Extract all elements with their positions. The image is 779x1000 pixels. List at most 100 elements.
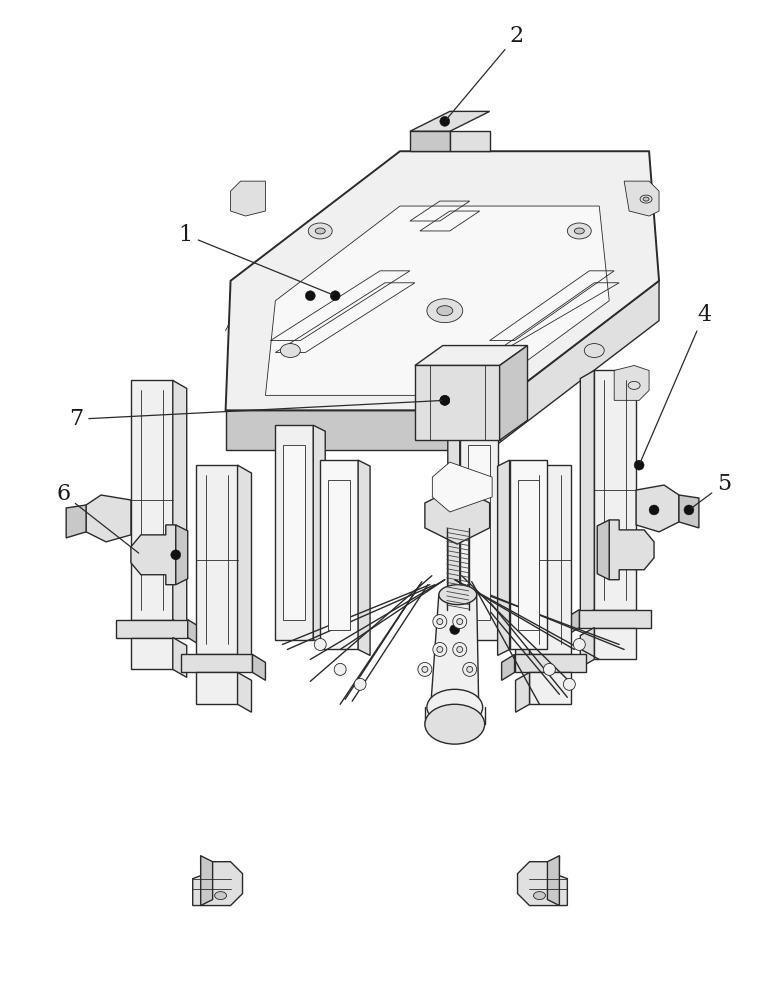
Polygon shape [328,480,350,630]
Circle shape [563,678,576,690]
Polygon shape [196,465,238,654]
Polygon shape [226,410,490,450]
Polygon shape [116,620,188,638]
Polygon shape [276,425,313,640]
Polygon shape [594,628,636,659]
Circle shape [422,666,428,672]
Polygon shape [517,480,540,630]
Polygon shape [448,425,460,645]
Circle shape [456,646,463,652]
Circle shape [456,619,463,625]
Circle shape [573,639,585,650]
Ellipse shape [427,299,463,323]
Polygon shape [502,654,515,680]
Polygon shape [173,380,187,628]
Polygon shape [594,370,636,610]
Polygon shape [410,111,490,131]
Polygon shape [173,638,187,677]
Polygon shape [252,654,266,680]
Polygon shape [580,610,651,628]
Circle shape [544,663,555,675]
Circle shape [467,666,473,672]
Ellipse shape [427,689,483,725]
Circle shape [440,395,449,405]
Polygon shape [614,365,649,400]
Polygon shape [358,460,370,655]
Polygon shape [176,525,188,585]
Polygon shape [517,856,567,906]
Circle shape [437,646,442,652]
Polygon shape [415,346,527,365]
Polygon shape [410,131,449,151]
Ellipse shape [643,197,649,201]
Circle shape [453,642,467,656]
Polygon shape [530,465,571,654]
Polygon shape [196,672,238,704]
Polygon shape [580,628,594,667]
Ellipse shape [439,585,477,605]
Circle shape [453,615,467,629]
Polygon shape [566,610,580,636]
Circle shape [433,642,447,656]
Ellipse shape [584,344,605,358]
Polygon shape [516,465,530,662]
Polygon shape [467,445,490,620]
Circle shape [684,505,694,515]
Polygon shape [609,520,654,580]
Polygon shape [449,131,490,151]
Text: 7: 7 [69,400,442,430]
Polygon shape [415,365,499,440]
Circle shape [314,639,326,650]
Polygon shape [530,672,571,704]
Polygon shape [516,672,530,712]
Polygon shape [131,525,176,585]
Circle shape [437,619,442,625]
Polygon shape [181,654,252,672]
Polygon shape [509,460,548,649]
Polygon shape [498,460,509,655]
Ellipse shape [431,692,478,716]
Polygon shape [320,460,358,649]
Polygon shape [313,425,325,645]
Circle shape [440,116,449,126]
Polygon shape [238,465,252,662]
Circle shape [440,395,449,405]
Polygon shape [432,462,492,512]
Polygon shape [490,281,659,450]
Ellipse shape [215,892,227,900]
Polygon shape [515,654,587,672]
Ellipse shape [567,223,591,239]
Text: 1: 1 [178,224,333,295]
Text: 2: 2 [446,25,523,119]
Circle shape [463,662,477,676]
Polygon shape [66,505,86,538]
Text: 5: 5 [691,473,731,508]
Polygon shape [86,495,131,542]
Polygon shape [636,485,679,532]
Circle shape [354,678,366,690]
Polygon shape [231,181,266,216]
Ellipse shape [534,892,545,900]
Polygon shape [131,638,173,669]
Ellipse shape [280,344,301,358]
Polygon shape [188,620,201,645]
Text: 6: 6 [56,483,139,553]
Circle shape [171,550,181,560]
Circle shape [418,662,432,676]
Ellipse shape [574,228,584,234]
Polygon shape [238,672,252,712]
Polygon shape [679,495,699,528]
Text: 4: 4 [640,304,711,463]
Ellipse shape [308,223,332,239]
Polygon shape [192,856,242,906]
Ellipse shape [640,195,652,203]
Circle shape [334,663,346,675]
Polygon shape [266,206,609,395]
Circle shape [649,505,659,515]
Polygon shape [226,151,659,410]
Ellipse shape [425,704,485,744]
Circle shape [330,291,340,301]
Ellipse shape [315,228,325,234]
Circle shape [449,625,460,635]
Polygon shape [431,595,478,704]
